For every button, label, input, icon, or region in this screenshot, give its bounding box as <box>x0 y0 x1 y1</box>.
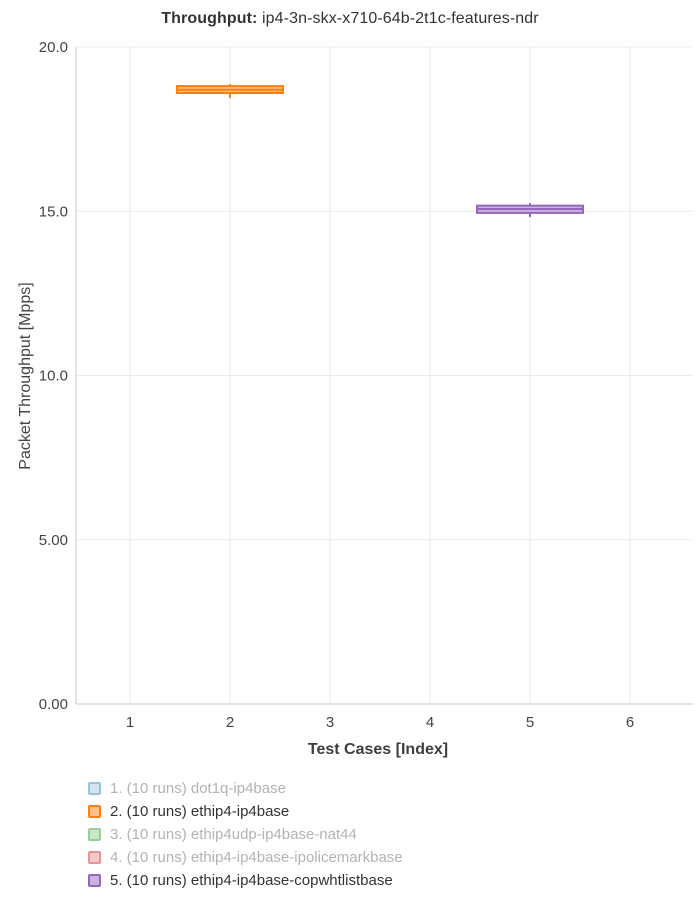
legend-swatch-dot1q-ip4base[interactable] <box>88 782 101 795</box>
legend-label-ethip4udp-ip4base-nat44[interactable]: 3. (10 runs) ethip4udp-ip4base-nat44 <box>110 826 357 843</box>
legend-item-ethip4-ip4base-ipolicemarkbase[interactable]: 4. (10 runs) ethip4-ip4base-ipolicemarkb… <box>88 846 403 869</box>
legend-label-ethip4-ip4base-copwhtlistbase[interactable]: 5. (10 runs) ethip4-ip4base-copwhtlistba… <box>110 872 393 889</box>
x-tick-label-5: 5 <box>526 714 534 731</box>
legend-label-dot1q-ip4base[interactable]: 1. (10 runs) dot1q-ip4base <box>110 780 286 797</box>
legend-swatch-ethip4-ip4base-copwhtlistbase[interactable] <box>88 874 101 887</box>
x-tick-label-2: 2 <box>226 714 234 731</box>
legend-item-ethip4-ip4base[interactable]: 2. (10 runs) ethip4-ip4base <box>88 800 403 823</box>
legend-label-ethip4-ip4base[interactable]: 2. (10 runs) ethip4-ip4base <box>110 803 290 820</box>
legend-swatch-ethip4udp-ip4base-nat44[interactable] <box>88 828 101 841</box>
y-tick-label-15.0: 15.0 <box>39 203 68 220</box>
y-tick-label-10.0: 10.0 <box>39 368 68 385</box>
legend-swatch-ethip4-ip4base-ipolicemarkbase[interactable] <box>88 851 101 864</box>
x-tick-label-3: 3 <box>326 714 334 731</box>
x-tick-label-1: 1 <box>126 714 134 731</box>
plot-area: 0.00 5.00 10.0 15.0 20.0 1 2 3 4 5 6 <box>39 39 693 731</box>
chart-title-prefix: Throughput: <box>161 10 258 27</box>
box-trace-ethip4-ip4base-copwhtlistbase <box>476 203 584 218</box>
x-tick-label-6: 6 <box>626 714 634 731</box>
chart-title: Throughput: ip4-3n-skx-x710-64b-2t1c-fea… <box>0 10 700 28</box>
x-tick-label-4: 4 <box>426 714 434 731</box>
box-trace-ethip4-ip4base <box>176 84 284 98</box>
legend-item-ethip4udp-ip4base-nat44[interactable]: 3. (10 runs) ethip4udp-ip4base-nat44 <box>88 823 403 846</box>
legend-label-ethip4-ip4base-ipolicemarkbase[interactable]: 4. (10 runs) ethip4-ip4base-ipolicemarkb… <box>110 849 403 866</box>
y-tick-label-0.00: 0.00 <box>39 696 68 713</box>
y-tick-label-20.0: 20.0 <box>39 39 68 56</box>
legend-swatch-ethip4-ip4base[interactable] <box>88 805 101 818</box>
legend: 1. (10 runs) dot1q-ip4base 2. (10 runs) e… <box>88 777 403 892</box>
chart-title-testname: ip4-3n-skx-x710-64b-2t1c-features-ndr <box>262 10 539 27</box>
y-tick-label-5.00: 5.00 <box>39 532 68 549</box>
x-axis-title: Test Cases [Index] <box>307 741 449 758</box>
legend-item-ethip4-ip4base-copwhtlistbase[interactable]: 5. (10 runs) ethip4-ip4base-copwhtlistba… <box>88 869 403 892</box>
legend-item-dot1q-ip4base[interactable]: 1. (10 runs) dot1q-ip4base <box>88 777 403 800</box>
y-axis-title: Packet Throughput [Mpps] <box>17 282 34 470</box>
